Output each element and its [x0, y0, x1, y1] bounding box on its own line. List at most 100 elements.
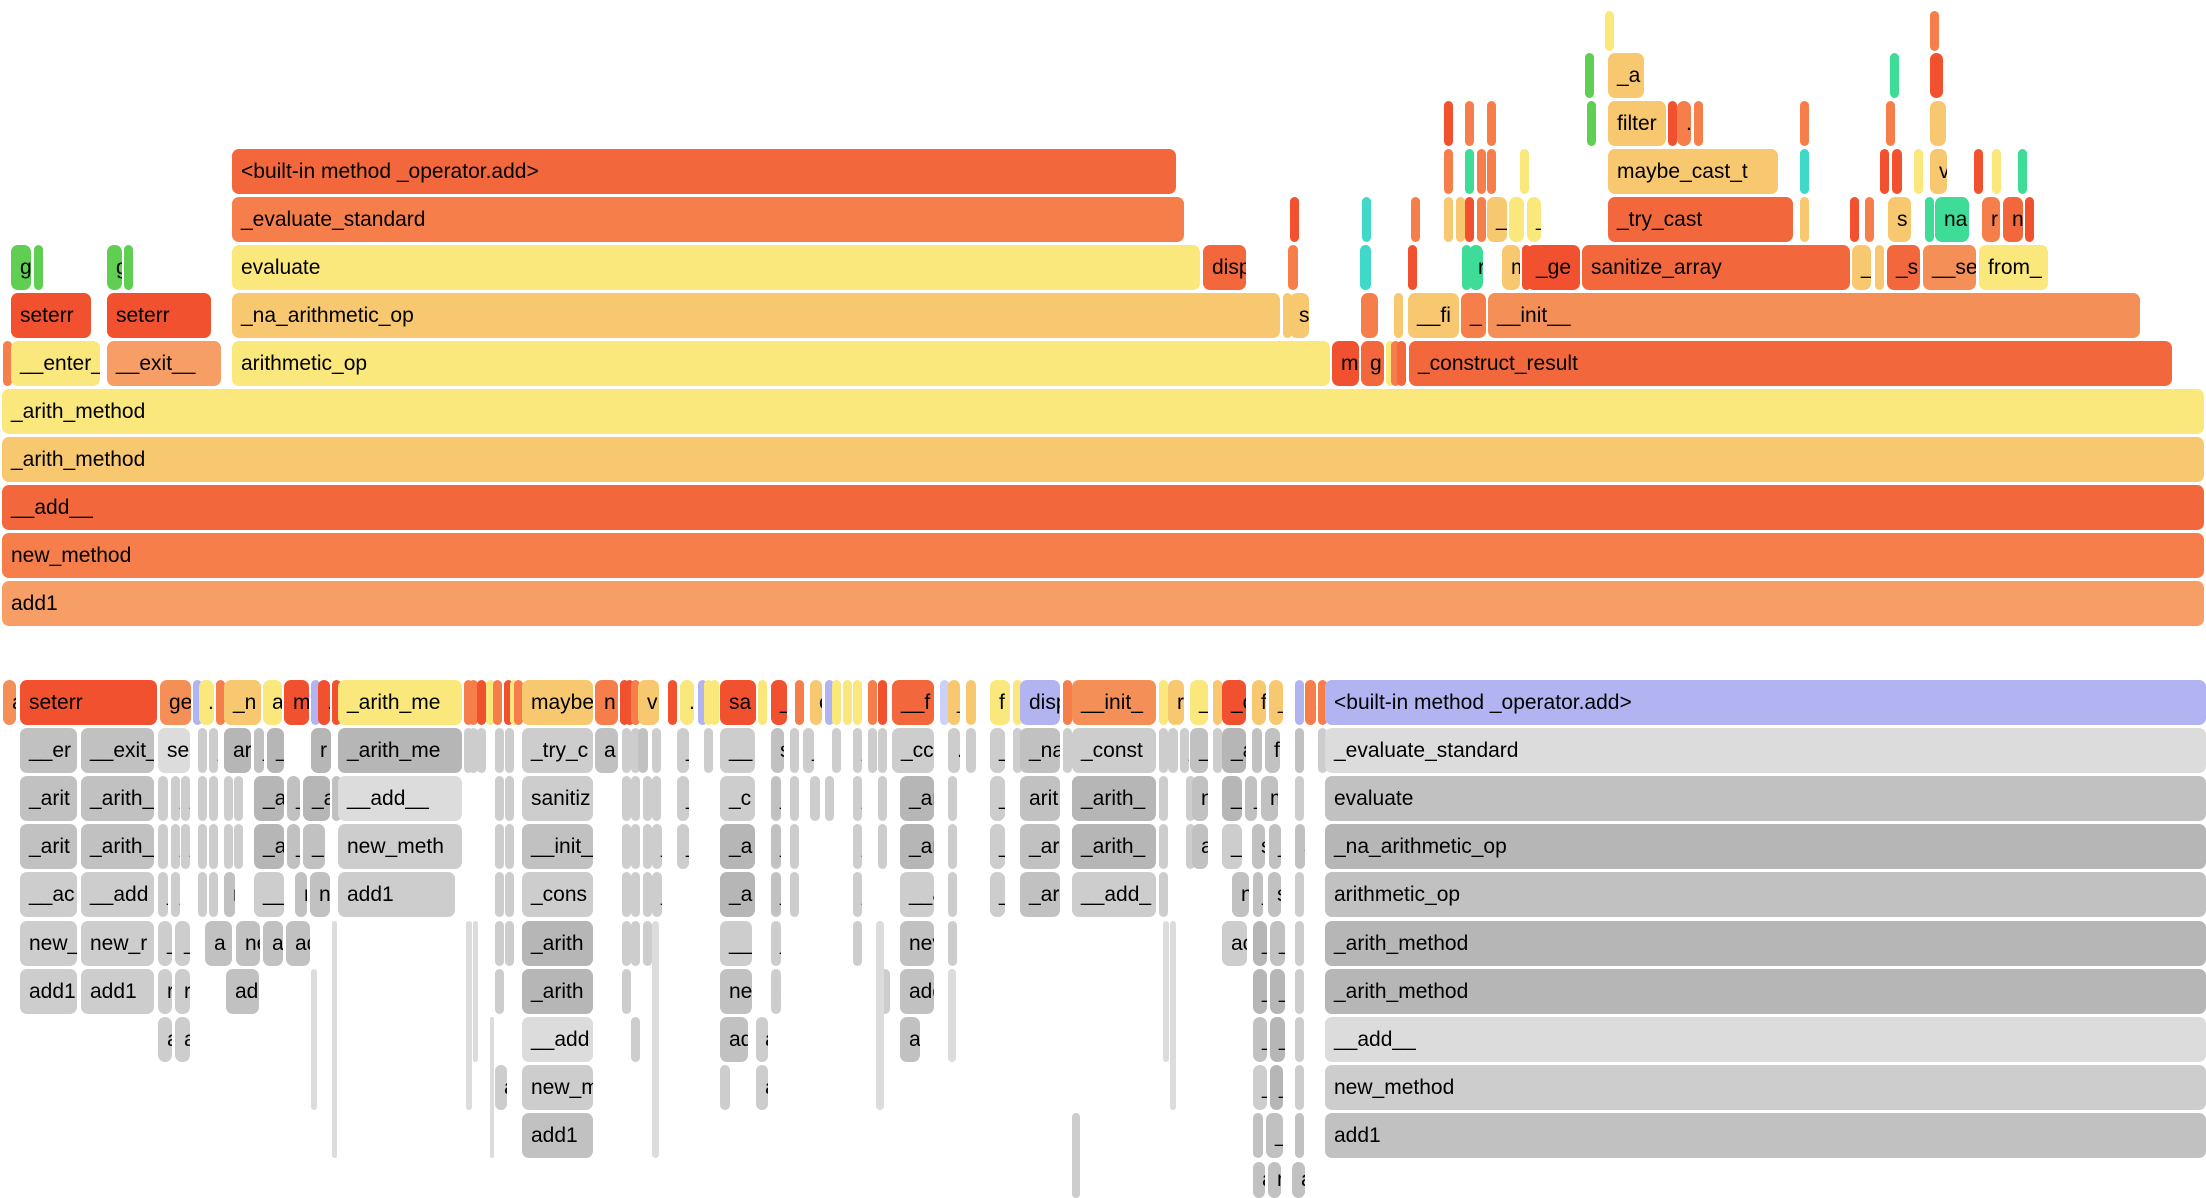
frame-n[interactable]: n(	[310, 872, 330, 917]
frame-add[interactable]: add	[900, 969, 934, 1014]
frame-_[interactable]: _	[1190, 728, 1208, 773]
frame-sliver[interactable]	[209, 776, 218, 821]
frame-sliver[interactable]	[1890, 53, 1899, 98]
frame-sliver[interactable]: .	[224, 824, 233, 869]
frame-sliver[interactable]: .	[1159, 728, 1168, 773]
frame-sliver[interactable]: .	[234, 824, 243, 869]
frame-_[interactable]: _	[803, 728, 814, 773]
frame-sliver[interactable]: .	[1186, 824, 1195, 869]
frame-_arith_method[interactable]: _arith_method	[2, 437, 2204, 482]
frame-sliver-column[interactable]	[1170, 921, 1176, 1110]
frame-a[interactable]: a	[1192, 824, 1208, 869]
frame-_[interactable]: _	[1245, 776, 1257, 821]
frame-sliver[interactable]	[631, 872, 640, 917]
frame-sliver[interactable]	[622, 969, 631, 1014]
frame-_arith_[interactable]: _arith_	[1072, 824, 1156, 869]
frame-sliver[interactable]: .	[948, 728, 960, 773]
frame-sliver[interactable]: .	[790, 824, 799, 869]
frame-n[interactable]: n	[1192, 776, 1208, 821]
frame-sliver[interactable]	[216, 680, 225, 725]
frame-_[interactable]: _	[771, 824, 781, 869]
frame-disp[interactable]: disp	[1203, 245, 1246, 290]
frame-g[interactable]: g	[1361, 341, 1384, 386]
frame-sliver[interactable]: .	[643, 872, 652, 917]
frame-_[interactable]: _	[652, 872, 662, 917]
frame-r[interactable]: r	[1168, 680, 1184, 725]
frame-sliver[interactable]	[514, 680, 523, 725]
frame-sliver[interactable]: .	[199, 680, 214, 725]
frame-sliver[interactable]	[622, 824, 631, 869]
frame-r[interactable]: r	[1982, 197, 2000, 242]
frame-sliver[interactable]	[1930, 53, 1943, 98]
frame-r[interactable]: r	[311, 728, 331, 773]
frame-sliver[interactable]	[1585, 53, 1594, 98]
frame-sliver[interactable]	[940, 680, 949, 725]
frame-_[interactable]: _	[1180, 728, 1189, 773]
frame-sliver[interactable]	[209, 872, 218, 917]
frame-sliver[interactable]	[1318, 728, 1327, 773]
frame-sliver-column[interactable]	[473, 921, 478, 1062]
frame-sliver[interactable]	[1462, 245, 1471, 290]
frame-sliver-column[interactable]	[466, 921, 472, 1110]
frame-__init__[interactable]: __init__	[1488, 293, 2140, 338]
frame-c[interactable]: c	[810, 680, 822, 725]
frame-_arith[interactable]: _arith	[522, 921, 593, 966]
frame-sliver[interactable]: .	[1295, 921, 1304, 966]
frame-sliver[interactable]	[1295, 680, 1304, 725]
frame-sliver[interactable]: .	[1295, 1065, 1304, 1110]
frame-sliver[interactable]	[505, 824, 514, 869]
frame-sliver[interactable]	[853, 921, 862, 966]
frame-s[interactable]: s	[1888, 197, 1911, 242]
frame-__f[interactable]: __f	[892, 680, 934, 725]
frame-sliver-column[interactable]	[490, 1017, 494, 1158]
frame-_na_arithmetic_op[interactable]: _na_arithmetic_op	[232, 293, 1280, 338]
frame-n[interactable]: n	[1252, 728, 1262, 773]
frame-sliver[interactable]	[843, 680, 852, 725]
frame-sliver[interactable]	[1465, 101, 1474, 146]
frame-__add[interactable]: __add	[522, 1017, 593, 1062]
frame-sliver[interactable]	[332, 680, 341, 725]
frame-_[interactable]: _	[652, 824, 662, 869]
frame-add1[interactable]: add1	[522, 1113, 593, 1158]
frame-__[interactable]: __	[1222, 824, 1242, 869]
frame-n[interactable]: n	[295, 872, 307, 917]
frame-_arith_me[interactable]: _arith_me	[338, 680, 462, 725]
frame-_arith_method[interactable]: _arith_method	[1325, 921, 2206, 966]
frame-_[interactable]: _	[171, 872, 180, 917]
frame-sliver[interactable]	[1925, 197, 1934, 242]
frame-sliver[interactable]: .	[790, 872, 799, 917]
frame-s[interactable]: s	[771, 728, 784, 773]
frame-_a[interactable]: _a	[267, 728, 284, 773]
frame-new_m[interactable]: new_m	[522, 1065, 593, 1110]
frame-sliver[interactable]	[631, 776, 640, 821]
frame-__[interactable]: __	[254, 872, 284, 917]
frame-_arith_method[interactable]: _arith_method	[2, 389, 2204, 434]
frame-g[interactable]: g	[107, 245, 122, 290]
frame-sliver[interactable]	[868, 728, 877, 773]
frame-_[interactable]: _	[853, 728, 862, 773]
frame-sliver[interactable]	[1386, 341, 1395, 386]
frame-_arit[interactable]: _arit	[20, 824, 77, 869]
frame-sliver[interactable]	[1668, 101, 1677, 146]
frame-_[interactable]: _	[287, 776, 300, 821]
frame-sliver[interactable]	[622, 728, 631, 773]
frame-_[interactable]: _	[1852, 245, 1871, 290]
frame-sliver[interactable]	[2018, 149, 2027, 194]
frame-a[interactable]: a	[900, 1017, 920, 1062]
frame-sliver[interactable]	[505, 776, 514, 821]
frame-new_meth[interactable]: new_meth	[338, 824, 462, 869]
frame-arithmetic_op[interactable]: arithmetic_op	[232, 341, 1330, 386]
frame-a[interactable]: a	[756, 1017, 768, 1062]
frame-_[interactable]: _	[254, 728, 264, 773]
frame-sliver[interactable]	[1063, 680, 1072, 725]
frame-_cons[interactable]: _cons	[522, 872, 593, 917]
frame-f[interactable]: f	[990, 680, 1010, 725]
frame-sa[interactable]: sa	[720, 680, 756, 725]
frame-sliver-column[interactable]	[1072, 1113, 1080, 1198]
frame-sliver[interactable]	[1444, 149, 1453, 194]
frame-r[interactable]: r	[1295, 728, 1304, 773]
frame-sliver[interactable]: .	[158, 776, 168, 821]
frame-_[interactable]: _	[1253, 1065, 1267, 1110]
frame-i[interactable]: i	[966, 680, 976, 725]
frame-sliver[interactable]: .	[1295, 776, 1304, 821]
